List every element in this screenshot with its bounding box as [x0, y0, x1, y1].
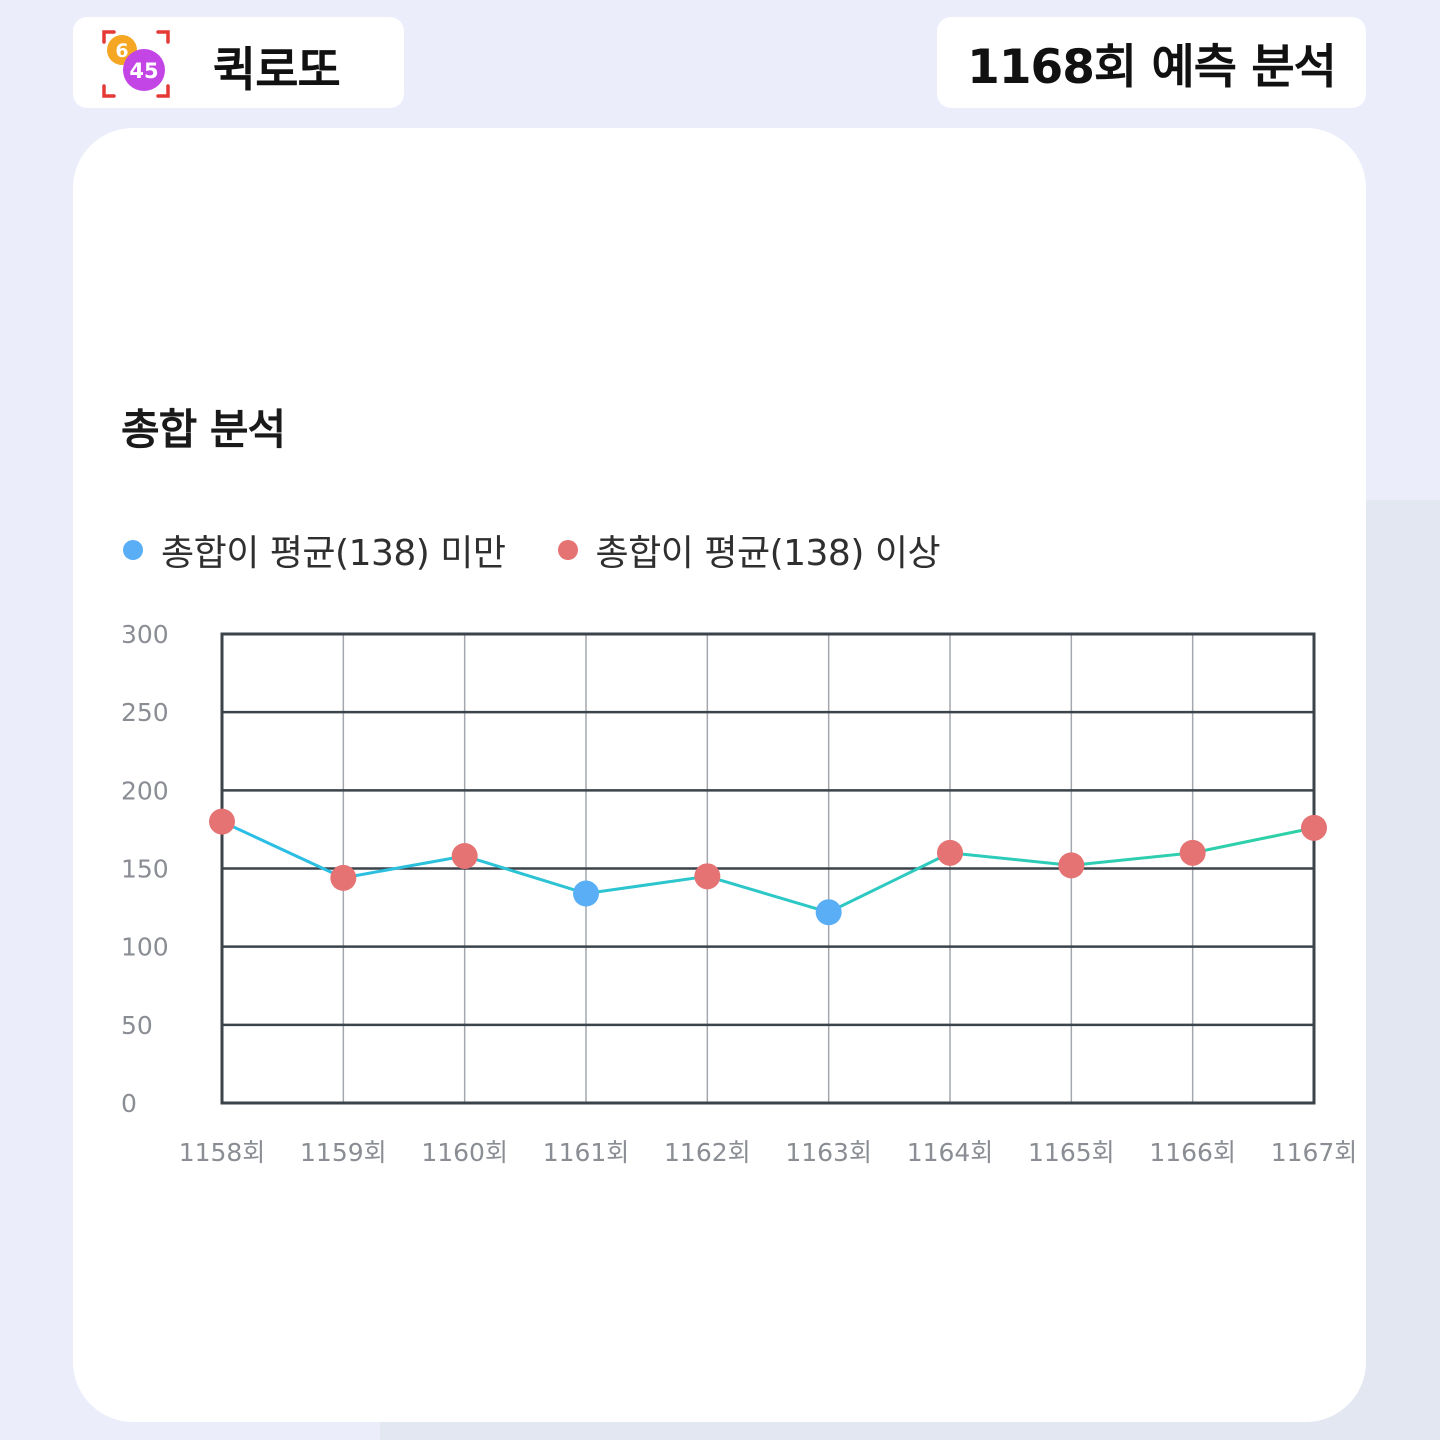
data-point-above-average: [451, 842, 478, 869]
analysis-card: 총합 분석 총합이 평균(138) 미만 총합이 평균(138) 이상 0 50 1…: [73, 128, 1366, 1422]
lotto-ball-logo-icon: 6 45: [102, 30, 170, 98]
y-tick-label: 300: [121, 620, 169, 649]
data-point-above-average: [1179, 839, 1206, 866]
y-tick-label: 0: [121, 1089, 137, 1118]
section-title: 총합 분석: [121, 405, 286, 454]
legend-item-below-average: 총합이 평균(138) 미만: [123, 524, 506, 576]
data-point-above-average: [694, 863, 721, 890]
x-tick-label: 1162회: [664, 1138, 751, 1167]
blue-dot-icon: [123, 540, 143, 560]
round-title: 1168회 예측 분석: [967, 40, 1337, 95]
data-point-above-average: [1301, 814, 1327, 841]
y-tick-label: 200: [121, 776, 169, 805]
plot-border: [220, 632, 1316, 1105]
legend-item-above-average: 총합이 평균(138) 이상: [557, 524, 941, 576]
brand-name: 퀵로또: [213, 43, 341, 98]
data-point-above-average: [209, 808, 235, 835]
red-dot-icon: [557, 540, 578, 560]
x-tick-label: 1159회: [300, 1138, 387, 1167]
brand-header: 6 45 퀵로또: [73, 17, 404, 108]
data-point-above-average: [937, 839, 963, 866]
data-point-above-average: [330, 864, 357, 891]
x-tick-label: 1166회: [1149, 1138, 1236, 1167]
data-point-below-average: [573, 880, 599, 907]
data-point-above-average: [1058, 852, 1085, 879]
x-tick-label: 1164회: [907, 1138, 994, 1167]
data-point-below-average: [815, 899, 842, 926]
legend-label-below-average: 총합이 평균(138) 미만: [161, 533, 506, 574]
round-header: 1168회 예측 분석: [937, 17, 1366, 108]
x-tick-label: 1167회: [1271, 1138, 1358, 1167]
x-tick-label: 1163회: [785, 1138, 872, 1167]
logo-bottom-number: 45: [129, 59, 158, 83]
chart-legend: 총합이 평균(138) 미만 총합이 평균(138) 이상: [123, 524, 992, 576]
logo-top-number: 6: [115, 40, 128, 62]
x-tick-label: 1165회: [1028, 1138, 1115, 1167]
x-tick-label: 1158회: [179, 1138, 266, 1167]
x-tick-label: 1160회: [421, 1138, 508, 1167]
sum-line-chart: 0 50 100 150 200 250 300 1158회 1159회 1160회 1161회 11…: [121, 620, 1358, 1167]
y-tick-label: 50: [121, 1011, 153, 1040]
y-tick-label: 100: [121, 933, 169, 962]
legend-label-above-average: 총합이 평균(138) 이상: [595, 533, 941, 574]
y-tick-label: 150: [121, 855, 169, 884]
y-tick-label: 250: [121, 698, 169, 727]
series-line: [221, 820, 1315, 914]
x-tick-label: 1161회: [543, 1138, 630, 1167]
